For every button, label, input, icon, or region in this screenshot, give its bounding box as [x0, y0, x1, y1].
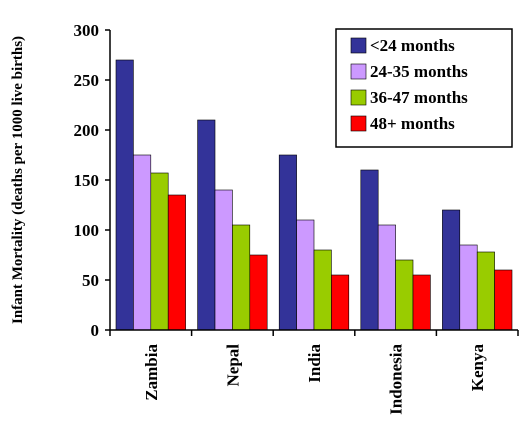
- bar-zambia-series-4: [167, 194, 186, 331]
- x-category-label-india: India: [305, 344, 324, 383]
- bar-kenya-series-4: [494, 269, 513, 331]
- axes-layer: 0 50 100 150 200 250 300 Zambia Nepal India Indone…: [74, 21, 519, 415]
- y-axis-title: Infant Mortality (deaths per 1000 live b…: [10, 36, 26, 324]
- legend: <24 months 24-35 months 36-47 months 48+ mo…: [335, 28, 513, 148]
- y-tick-label: 150: [74, 171, 100, 190]
- bar-indonesia-series-4: [412, 274, 431, 331]
- bar-india-series-1: [278, 154, 297, 331]
- y-tick-label: 50: [82, 271, 99, 290]
- legend-label-4: 48+ months: [370, 114, 455, 133]
- y-tick-label: 300: [74, 21, 100, 40]
- bar-kenya-series-2: [459, 244, 478, 331]
- legend-swatch-3: [350, 89, 367, 106]
- bar-indonesia-series-2: [377, 224, 396, 331]
- legend-swatch-2: [350, 63, 367, 80]
- bar-zambia-series-1: [115, 59, 134, 331]
- y-tick-label: 250: [74, 71, 100, 90]
- bar-kenya-series-1: [442, 209, 461, 331]
- legend-label-1: <24 months: [370, 36, 455, 55]
- bar-zambia-series-3: [150, 172, 169, 331]
- y-tick-label: 100: [74, 221, 100, 240]
- legend-label-3: 36-47 months: [370, 88, 468, 107]
- legend-label-2: 24-35 months: [370, 62, 468, 81]
- x-category-label-kenya: Kenya: [468, 344, 487, 392]
- bar-india-series-3: [313, 249, 332, 331]
- y-axis-title-group: Infant Mortality (deaths per 1000 live b…: [10, 36, 26, 324]
- y-tick-label: 0: [91, 321, 100, 340]
- legend-swatch-1: [350, 37, 367, 54]
- legend-swatch-4: [350, 115, 367, 132]
- bar-nepal-series-3: [232, 224, 251, 331]
- bar-zambia-series-2: [133, 154, 152, 331]
- bar-india-series-4: [331, 274, 350, 331]
- bar-indonesia-series-1: [360, 169, 379, 331]
- bar-nepal-series-4: [249, 254, 268, 331]
- bar-kenya-series-3: [476, 251, 495, 331]
- y-tick-label: 200: [74, 121, 100, 140]
- bars-layer: [115, 59, 513, 331]
- bar-nepal-series-2: [214, 189, 233, 331]
- bar-nepal-series-1: [197, 119, 216, 331]
- x-category-label-zambia: Zambia: [142, 344, 161, 401]
- x-category-label-indonesia: Indonesia: [387, 344, 406, 415]
- bar-indonesia-series-3: [395, 259, 414, 331]
- bar-india-series-2: [296, 219, 315, 331]
- x-category-label-nepal: Nepal: [223, 344, 242, 387]
